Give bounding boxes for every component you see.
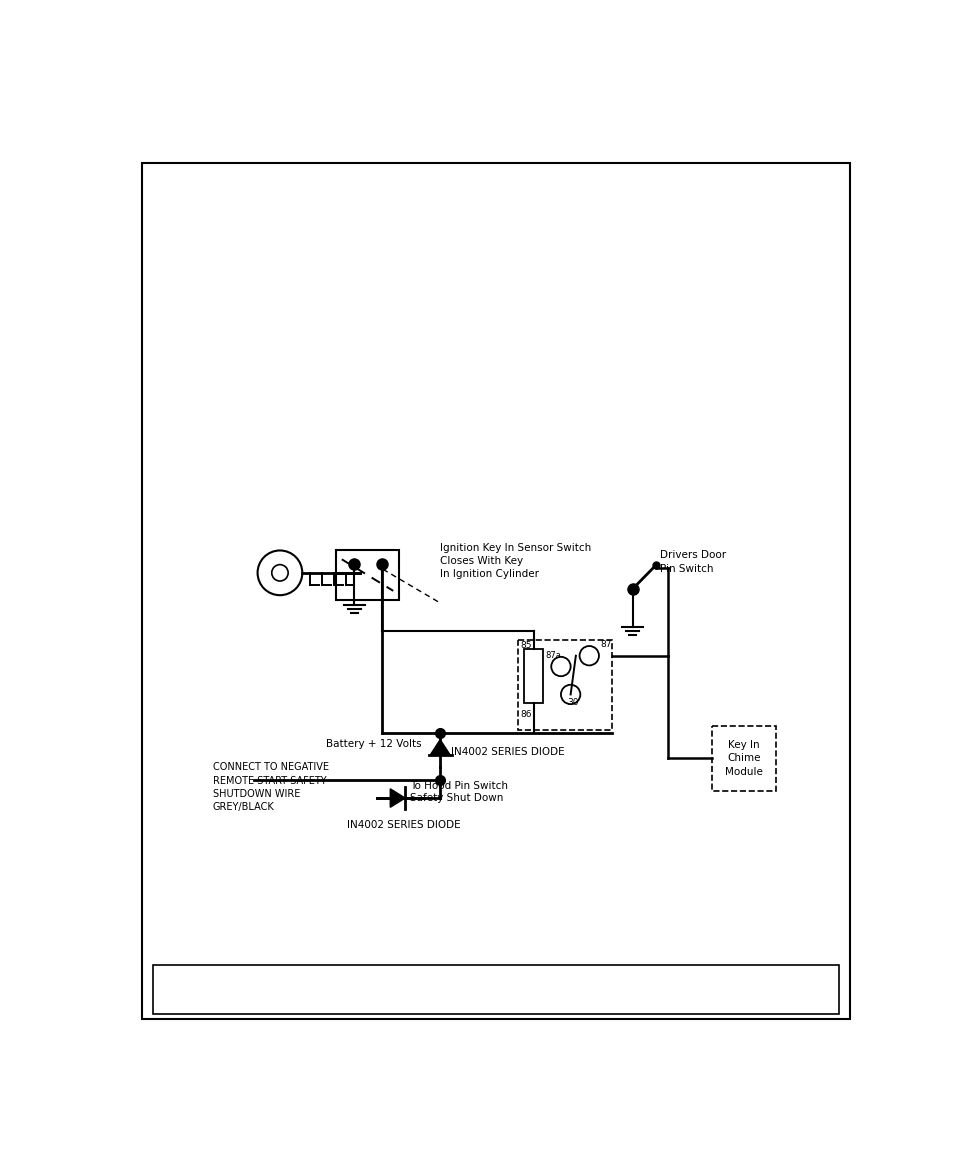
Text: 87a: 87a (545, 651, 561, 660)
Bar (519, 640, 612, 730)
Text: 85: 85 (521, 641, 532, 649)
Text: 86: 86 (521, 710, 532, 720)
Text: Drivers Door
Pin Switch: Drivers Door Pin Switch (660, 550, 726, 573)
Text: Ignition Key In Sensor Switch
Closes With Key
In Ignition Cylinder: Ignition Key In Sensor Switch Closes Wit… (440, 543, 591, 579)
Text: IN4002 SERIES DIODE: IN4002 SERIES DIODE (451, 748, 565, 757)
Text: To Hood Pin Switch
Safety Shut Down: To Hood Pin Switch Safety Shut Down (410, 780, 508, 803)
Polygon shape (430, 739, 450, 755)
Text: Battery + 12 Volts: Battery + 12 Volts (326, 739, 422, 750)
Circle shape (257, 550, 302, 596)
Circle shape (551, 656, 571, 676)
Text: CONNECT TO NEGATIVE
REMOTE START SAFETY
SHUTDOWN WIRE
GREY/BLACK: CONNECT TO NEGATIVE REMOTE START SAFETY … (213, 763, 329, 812)
Bar (153, 965, 839, 1014)
Text: Key In
Chime
Module: Key In Chime Module (725, 741, 763, 777)
Text: IN4002 SERIES DIODE: IN4002 SERIES DIODE (347, 820, 461, 830)
Polygon shape (390, 789, 406, 807)
Bar (525, 649, 543, 703)
Circle shape (580, 646, 599, 666)
Circle shape (272, 565, 288, 581)
Text: 87: 87 (600, 640, 612, 648)
Text: 30: 30 (567, 698, 579, 707)
Bar (336, 550, 399, 600)
Circle shape (560, 684, 581, 704)
Bar (712, 725, 775, 791)
